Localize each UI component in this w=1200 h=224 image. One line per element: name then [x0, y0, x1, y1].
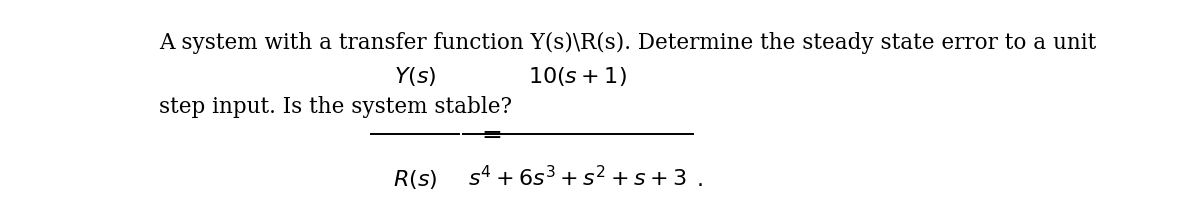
- Text: $s^4 + 6s^3 + s^2 + s + 3$: $s^4 + 6s^3 + s^2 + s + 3$: [468, 166, 688, 191]
- Text: A system with a transfer function Y(s)\R(s). Determine the steady state error to: A system with a transfer function Y(s)\R…: [160, 32, 1097, 54]
- Text: $.$: $.$: [696, 169, 702, 191]
- Text: $Y(s)$: $Y(s)$: [394, 65, 437, 88]
- Text: $=$: $=$: [476, 122, 502, 145]
- Text: $10(s + 1)$: $10(s + 1)$: [528, 65, 628, 88]
- Text: step input. Is the system stable?: step input. Is the system stable?: [160, 96, 512, 118]
- Text: $R(s)$: $R(s)$: [392, 168, 437, 191]
